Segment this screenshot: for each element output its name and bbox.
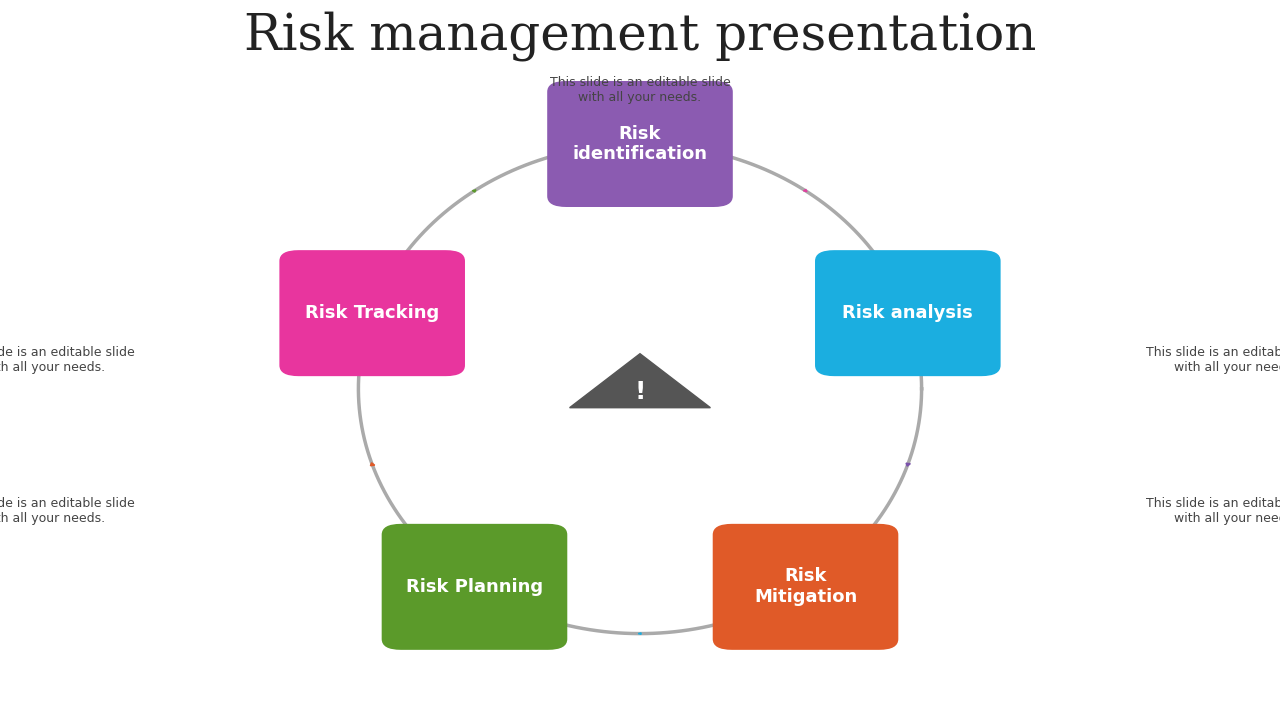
- Text: This slide is an editable slide
with all your needs.: This slide is an editable slide with all…: [0, 498, 134, 525]
- Text: Risk analysis: Risk analysis: [842, 304, 973, 322]
- Text: Risk
Mitigation: Risk Mitigation: [754, 567, 858, 606]
- Text: Risk Planning: Risk Planning: [406, 578, 543, 596]
- Text: This slide is an editable slide
with all your needs.: This slide is an editable slide with all…: [1146, 498, 1280, 525]
- Polygon shape: [570, 354, 710, 408]
- Text: Risk management presentation: Risk management presentation: [243, 11, 1037, 61]
- Polygon shape: [804, 189, 808, 192]
- Polygon shape: [370, 463, 375, 466]
- Text: This slide is an editable slide
with all your needs.: This slide is an editable slide with all…: [549, 76, 731, 104]
- FancyBboxPatch shape: [548, 81, 732, 207]
- FancyBboxPatch shape: [815, 250, 1001, 376]
- Polygon shape: [472, 190, 476, 192]
- FancyBboxPatch shape: [381, 524, 567, 650]
- Text: This slide is an editable slide
with all your needs.: This slide is an editable slide with all…: [0, 346, 134, 374]
- Text: Risk Tracking: Risk Tracking: [305, 304, 439, 322]
- Polygon shape: [906, 463, 910, 466]
- Text: Risk
identification: Risk identification: [572, 125, 708, 163]
- Text: This slide is an editable slide
with all your needs.: This slide is an editable slide with all…: [1146, 346, 1280, 374]
- FancyBboxPatch shape: [279, 250, 465, 376]
- Polygon shape: [639, 633, 641, 634]
- Text: !: !: [635, 380, 645, 405]
- FancyBboxPatch shape: [713, 524, 899, 650]
